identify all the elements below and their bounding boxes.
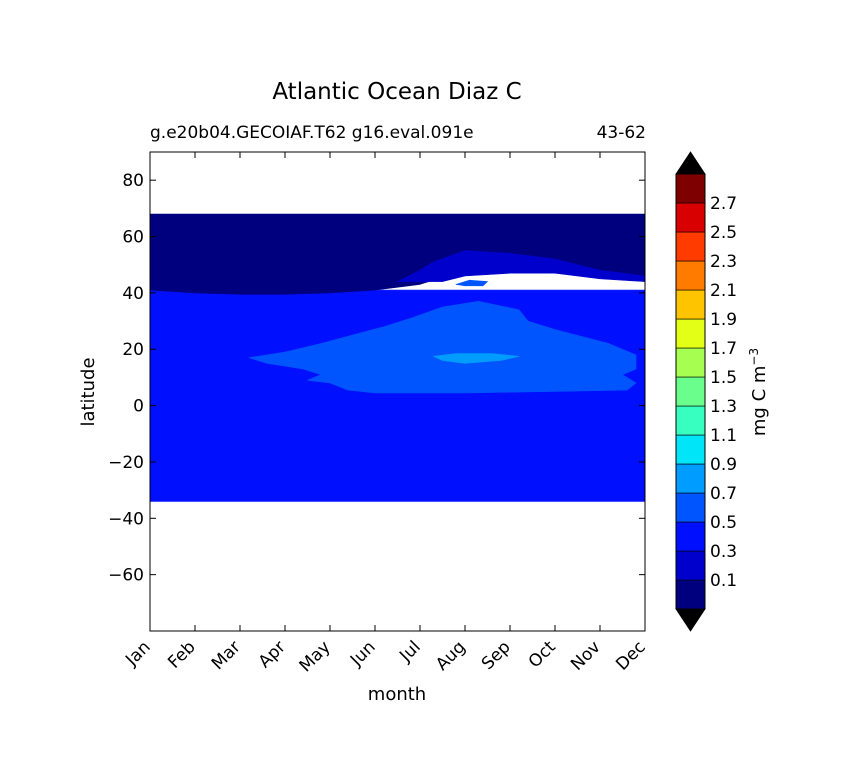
colorbar-segment	[675, 260, 706, 291]
y-tick-label: 80	[122, 171, 144, 191]
x-tick-label: Jul	[395, 637, 424, 666]
contour-region-4	[455, 279, 488, 287]
colorbar-segment	[675, 463, 706, 494]
colorbar-segment	[675, 492, 706, 523]
contour-region-5	[433, 353, 520, 364]
colorbar-frame	[675, 173, 706, 610]
x-tick-label: Sep	[478, 637, 515, 674]
colorbar-segment	[675, 231, 706, 262]
x-tick-label: Dec	[612, 637, 649, 674]
colorbar-tick-label: 1.5	[710, 368, 737, 388]
y-tick-label: 0	[133, 397, 144, 417]
x-tick-label: May	[296, 637, 335, 676]
colorbar-tick-label: 0.9	[710, 455, 737, 475]
colorbar-segment	[675, 173, 706, 204]
y-tick-label: −20	[108, 453, 144, 473]
colorbar-tick-label: 2.5	[710, 223, 737, 243]
colorbar-segment	[675, 579, 706, 610]
y-tick-label: 40	[122, 284, 144, 304]
colorbar-tick-label: 0.7	[710, 484, 737, 504]
colorbar-extend-high	[675, 151, 706, 175]
x-tick-label: Apr	[255, 637, 290, 672]
colorbar-label: mg C m−3	[747, 348, 770, 436]
x-tick-label: Nov	[567, 637, 605, 675]
colorbar-segment	[675, 347, 706, 378]
x-tick-label: Jan	[121, 637, 154, 670]
plot-frame	[149, 151, 646, 632]
colorbar-tick-label: 1.9	[710, 310, 737, 330]
colorbar-segment	[675, 405, 706, 436]
contour-region-0	[149, 289, 646, 502]
y-tick-label: −40	[108, 509, 144, 529]
y-tick-label: 60	[122, 228, 144, 248]
chart-subtitle-right: 43-62	[597, 123, 646, 143]
colorbar-tick-label: 2.7	[710, 194, 737, 214]
y-tick-label: −60	[108, 566, 144, 586]
colorbar-tick-label: 1.1	[710, 426, 737, 446]
contour-region-3	[248, 301, 637, 394]
colorbar-tick-label: 0.3	[710, 542, 737, 562]
colorbar-tick-label: 1.7	[710, 339, 737, 359]
chart-title: Atlantic Ocean Diaz C	[272, 79, 521, 105]
plot-area	[149, 151, 646, 632]
x-tick-label: Aug	[432, 637, 470, 675]
y-tick-label: 20	[122, 340, 144, 360]
x-tick-label: Jun	[346, 637, 380, 671]
x-tick-label: Feb	[164, 637, 199, 672]
x-axis-label: month	[368, 684, 426, 705]
colorbar-segment	[675, 376, 706, 407]
colorbar: 0.1 0.3 0.5 0.7 0.9 1.1 1.3 1.5 1.7 1.9 2.1 2.3 2.5 2…	[675, 151, 737, 632]
colorbar-segment	[675, 289, 706, 320]
colorbar-segment	[675, 434, 706, 465]
x-tick-label: Oct	[525, 637, 560, 672]
colorbar-tick-label: 0.1	[710, 571, 737, 591]
y-axis-label: latitude	[78, 357, 99, 426]
colorbar-tick-label: 2.3	[710, 252, 737, 272]
colorbar-segment	[675, 318, 706, 349]
colorbar-label-exponent: −3	[747, 348, 761, 366]
y-axis: 80 60 40 20 0 −20 −40 −60	[108, 171, 645, 586]
chart-subtitle-left: g.e20b04.GECOIAF.T62 g16.eval.091e	[150, 123, 474, 143]
x-tick-label: Mar	[208, 637, 245, 674]
colorbar-tick-label: 2.1	[710, 281, 737, 301]
colorbar-segment	[675, 202, 706, 233]
colorbar-label-text: mg C m	[749, 366, 770, 437]
colorbar-segment	[675, 550, 706, 581]
colorbar-segment	[675, 521, 706, 552]
colorbar-tick-label: 0.5	[710, 513, 737, 533]
colorbar-extend-low	[675, 608, 706, 632]
colorbar-tick-label: 1.3	[710, 397, 737, 417]
